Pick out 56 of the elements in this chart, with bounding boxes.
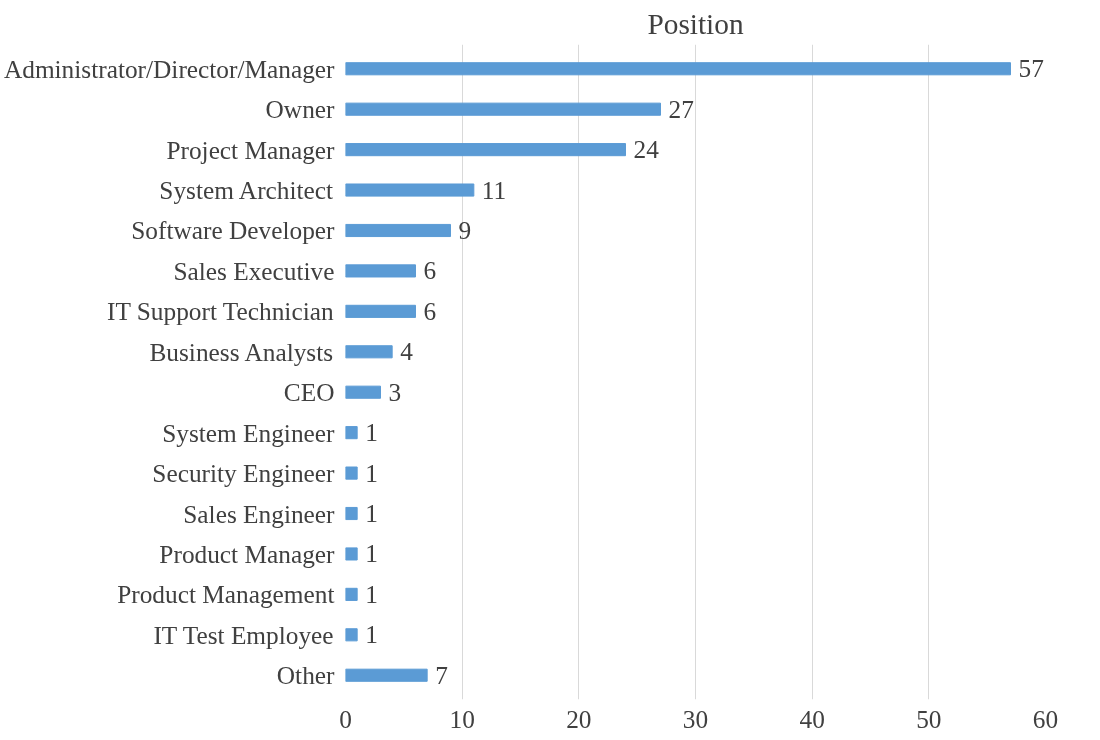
data-label: 4 [400, 337, 414, 366]
bar [345, 506, 358, 521]
y-tick-label: IT Test Employee [153, 620, 334, 649]
bar [345, 223, 451, 238]
data-label: 6 [423, 256, 437, 285]
x-tick-label: 20 [566, 704, 592, 733]
data-label: 7 [435, 660, 448, 689]
y-tick-label: System Architect [159, 176, 334, 205]
bar [345, 62, 1011, 76]
bar [345, 547, 358, 561]
data-label: 57 [1018, 54, 1044, 83]
y-tick-label: Project Manager [166, 135, 336, 164]
data-label: 1 [365, 499, 378, 528]
bar [345, 143, 626, 157]
data-label: 11 [481, 175, 507, 204]
data-label: 1 [365, 620, 378, 649]
bar [345, 466, 358, 480]
y-tick-label: Owner [265, 95, 336, 124]
y-tick-label: Product Manager [159, 539, 336, 568]
bar [345, 385, 381, 399]
data-label: 27 [668, 94, 694, 123]
y-tick-label: Security Engineer [152, 459, 336, 488]
y-tick-label: Administrator/Director/Manager [3, 54, 336, 83]
bar [345, 587, 358, 601]
data-label: 6 [423, 296, 437, 325]
bar [345, 668, 428, 682]
y-tick-label: Business Analysts [149, 337, 334, 366]
data-label: 1 [365, 579, 378, 608]
y-tick-label: CEO [283, 378, 335, 407]
x-tick-label: 10 [449, 704, 475, 733]
data-label: 9 [458, 215, 472, 244]
data-label: 3 [388, 377, 402, 406]
y-tick-label: Product Management [117, 580, 335, 609]
bar [345, 183, 475, 197]
x-tick-label: 40 [799, 704, 825, 733]
chart-title: Position [647, 7, 744, 40]
x-tick-label: 30 [682, 704, 709, 733]
bar [345, 304, 416, 318]
y-tick-label: Sales Engineer [183, 499, 336, 528]
data-label: 1 [365, 418, 378, 447]
x-tick-label: 60 [1032, 704, 1059, 733]
y-tick-label: IT Support Technician [106, 297, 334, 326]
y-tick-label: Software Developer [131, 216, 336, 245]
data-label: 1 [365, 458, 378, 487]
bar [345, 102, 661, 116]
x-tick-label: 0 [339, 704, 352, 733]
y-tick-label: System Engineer [162, 418, 336, 447]
bar [345, 264, 416, 278]
bar [345, 628, 358, 642]
data-label: 1 [365, 539, 378, 568]
y-tick-label: Sales Executive [173, 256, 335, 285]
data-label: 24 [633, 135, 660, 164]
y-tick-label: Other [276, 661, 336, 690]
bar [345, 345, 393, 359]
bar [345, 426, 358, 440]
x-tick-label: 50 [916, 704, 942, 733]
